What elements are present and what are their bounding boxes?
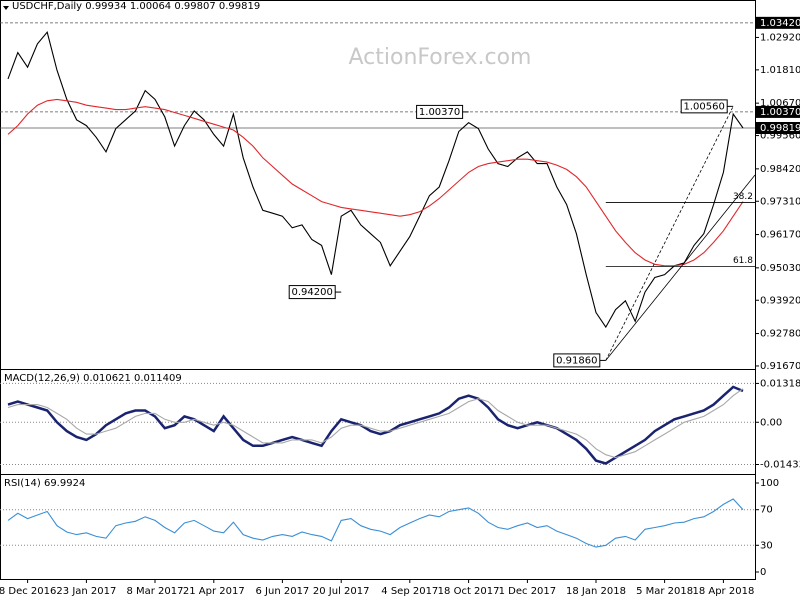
level-label: 1.00370 <box>760 107 800 118</box>
y-tick-label: 0.01318 <box>760 378 800 389</box>
y-tick-label: 0 <box>760 567 766 578</box>
annotation-box <box>680 99 728 114</box>
x-tick-label: 18 Oct 2017 <box>438 586 500 597</box>
y-tick-label: 0.91670 <box>760 361 800 372</box>
series-line <box>7 498 744 548</box>
series-line <box>7 31 744 329</box>
x-tick-label: 8 Mar 2017 <box>126 586 183 597</box>
y-tick-label: 1.02920 <box>760 32 800 43</box>
x-tick-label: 20 Jul 2017 <box>313 586 370 597</box>
x-tick-label: 1 Dec 2017 <box>499 586 557 597</box>
series-line <box>7 98 744 267</box>
level-label-box <box>756 121 800 134</box>
annotation-label: 0.91860 <box>556 355 597 366</box>
level-label: 1.03420 <box>760 18 800 29</box>
watermark: ActionForex.com <box>349 45 532 70</box>
y-tick-label: 1.00670 <box>760 98 800 109</box>
x-tick-label: 4 Sep 2017 <box>381 586 438 597</box>
annotation-box <box>553 353 601 368</box>
x-tick-label: 21 Apr 2017 <box>183 586 245 597</box>
y-tick-label: 0.93920 <box>760 295 800 306</box>
y-tick-label: 0.97310 <box>760 196 800 207</box>
annotation-label: 0.94200 <box>292 287 333 298</box>
annotation-box <box>416 104 464 119</box>
y-tick-label: 100 <box>760 478 779 489</box>
y-tick-label: 0.00 <box>760 417 782 428</box>
fib-label: 61.8 <box>733 256 753 266</box>
y-tick-label: 0.96170 <box>760 230 800 241</box>
y-tick-label: 0.98420 <box>760 164 800 175</box>
y-tick-label: 0.99560 <box>760 131 800 142</box>
level-label: 0.99819 <box>760 123 800 134</box>
y-tick-label: 0.95030 <box>760 263 800 274</box>
trend-line <box>605 106 734 361</box>
series-line <box>7 385 744 465</box>
menu-icon <box>3 6 9 10</box>
series-line <box>7 388 744 459</box>
level-label-box <box>756 105 800 118</box>
y-tick-label: 0.92780 <box>760 329 800 340</box>
x-tick-label: 18 Apr 2018 <box>692 586 754 597</box>
annotation-box <box>288 285 336 300</box>
frame <box>0 0 756 580</box>
fib-label: 38.2 <box>733 192 753 202</box>
y-tick-label: 30 <box>760 540 773 551</box>
panel-title: RSI(14) 69.9924 <box>4 478 85 489</box>
x-tick-label: 18 Jan 2018 <box>566 586 626 597</box>
x-tick-label: 8 Dec 2016 <box>0 586 56 597</box>
panel-title: USDCHF,Daily 0.99934 1.00064 0.99807 0.9… <box>12 1 260 12</box>
y-tick-label: 1.01810 <box>760 65 800 76</box>
annotation-label: 1.00370 <box>419 107 460 118</box>
y-tick-label: 70 <box>760 505 773 516</box>
annotation-label: 1.00560 <box>684 101 725 112</box>
x-tick-label: 5 Mar 2018 <box>636 586 693 597</box>
y-tick-label: -0.01433 <box>760 459 800 470</box>
panel-title: MACD(12,26,9) 0.010621 0.011409 <box>4 373 182 384</box>
level-label-box <box>756 16 800 29</box>
x-tick-label: 23 Jan 2017 <box>56 586 116 597</box>
x-tick-label: 6 Jun 2017 <box>256 586 310 597</box>
trend-line <box>605 174 756 361</box>
